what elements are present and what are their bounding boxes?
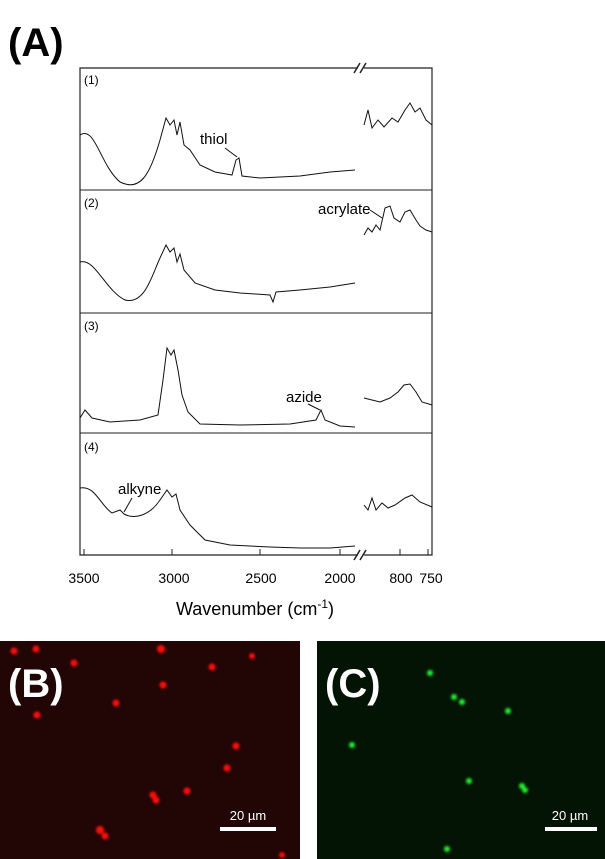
scale-bar-label: 20 µm bbox=[230, 808, 266, 823]
x-tick-label: 2000 bbox=[324, 570, 355, 586]
figure: (A) (1) (2) (3) (4) thiol bbox=[0, 0, 605, 859]
image-c: (C) 20 µm bbox=[317, 641, 605, 859]
x-tick-label: 3500 bbox=[68, 570, 99, 586]
x-tick-label: 750 bbox=[419, 570, 443, 586]
panel-label: (A) bbox=[8, 21, 64, 65]
annotation: thiol bbox=[200, 131, 228, 148]
x-tick-labels: 3500 3000 2500 2000 800 750 bbox=[68, 570, 442, 586]
x-axis-title-end: ) bbox=[328, 599, 334, 619]
scale-bar-label: 20 µm bbox=[552, 808, 588, 823]
x-axis-title-text: Wavenumber (cm bbox=[176, 599, 317, 619]
x-axis-title: Wavenumber (cm-1) bbox=[176, 597, 334, 619]
annotation: azide bbox=[286, 389, 322, 406]
annotation: acrylate bbox=[318, 201, 371, 218]
x-tick-label: 800 bbox=[389, 570, 413, 586]
panel-label: (B) bbox=[8, 662, 64, 706]
spectrum-label: (2) bbox=[84, 196, 99, 210]
panel-label: (C) bbox=[325, 662, 381, 706]
x-tick-label: 2500 bbox=[245, 570, 276, 586]
image-b: (B) 20 µm bbox=[0, 641, 300, 859]
spectrum-labels: (1) (2) (3) (4) bbox=[84, 73, 99, 454]
scale-bar bbox=[545, 827, 597, 831]
spectrum-label: (4) bbox=[84, 440, 99, 454]
spectrum-label: (3) bbox=[84, 319, 99, 333]
annotations: thiol acrylate azide alkyne bbox=[118, 131, 382, 512]
page: (A) (1) (2) (3) (4) thiol bbox=[0, 0, 605, 859]
annotation: alkyne bbox=[118, 481, 161, 498]
spectrum-label: (1) bbox=[84, 73, 99, 87]
x-tick-label: 3000 bbox=[158, 570, 189, 586]
x-axis-title-sup: -1 bbox=[317, 597, 328, 611]
scale-bar bbox=[220, 827, 276, 831]
